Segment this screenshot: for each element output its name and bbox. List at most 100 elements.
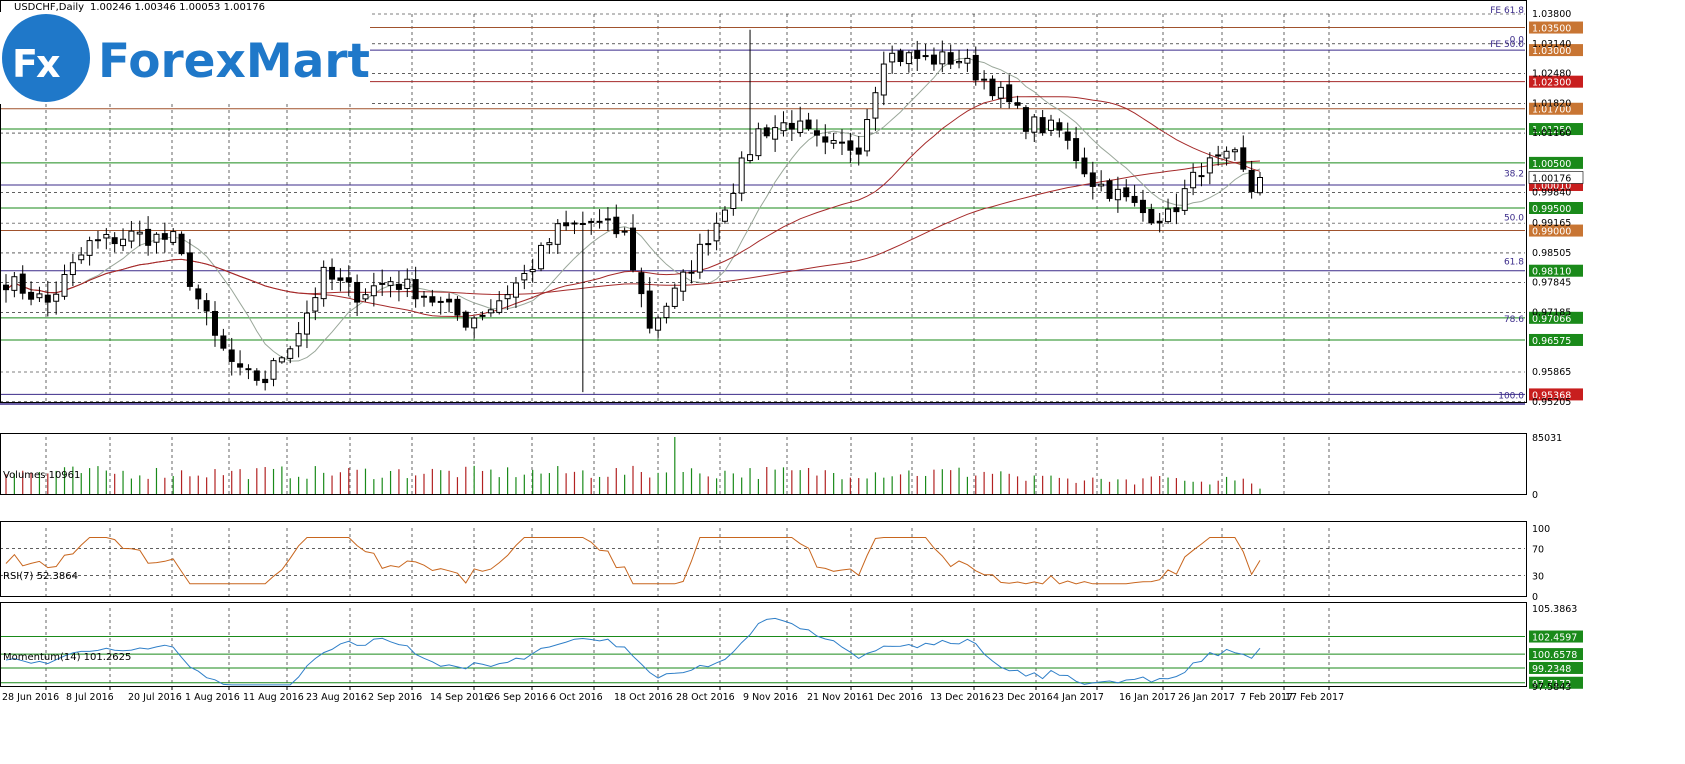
panel-frame — [0, 433, 1527, 495]
momentum-tick-label: 97.5843 — [1532, 682, 1571, 693]
candle-body — [170, 231, 177, 243]
candle-body — [3, 284, 9, 291]
candle-body — [680, 271, 687, 292]
momentum-level-badge — [1529, 648, 1583, 661]
candle-body — [479, 314, 486, 317]
candle-body — [504, 294, 511, 300]
price-level-badge — [1529, 75, 1583, 88]
panel-frame — [0, 521, 1527, 597]
candle-body — [270, 360, 277, 380]
price-level-badge — [1529, 102, 1583, 115]
candle-body — [630, 227, 636, 271]
candle-body — [1173, 207, 1180, 213]
candle-body — [471, 317, 478, 329]
candle-body — [404, 278, 411, 289]
price-level-text: 0.99000 — [1532, 227, 1571, 238]
candle-body — [111, 237, 118, 245]
momentum-level-text: 99.2348 — [1532, 664, 1571, 675]
date-label: 23 Dec 2016 — [992, 692, 1053, 703]
candle-body — [19, 273, 26, 294]
volume-tick-label: 85031 — [1532, 433, 1562, 444]
price-tick-label: 0.95865 — [1532, 367, 1571, 378]
candle-body — [705, 243, 712, 246]
candle-body — [11, 276, 18, 291]
momentum-level-text: 100.6578 — [1532, 650, 1577, 661]
candle-body — [905, 52, 912, 65]
candle-body — [571, 222, 578, 225]
candle-body — [696, 243, 703, 273]
candle-body — [212, 310, 218, 336]
volume-tick-label: 0 — [1532, 490, 1538, 501]
candle-body — [1156, 220, 1163, 224]
candle-body — [28, 291, 35, 300]
candle-body — [847, 140, 854, 151]
rsi-tick-label: 0 — [1532, 592, 1538, 603]
candle-body — [646, 290, 653, 329]
price-level-text: 0.97066 — [1532, 314, 1571, 325]
logo-fx-text: Fx — [12, 42, 60, 86]
price-level-text: 1.00500 — [1532, 159, 1571, 170]
date-label: 23 Aug 2016 — [306, 692, 367, 703]
date-label: 28 Jun 2016 — [2, 692, 59, 703]
candle-body — [446, 298, 453, 303]
price-tick-label: 1.02480 — [1532, 69, 1571, 80]
candle-body — [805, 119, 812, 130]
candle-body — [1073, 138, 1080, 162]
rsi-tick-label: 100 — [1532, 524, 1550, 535]
panel-frames — [0, 0, 1527, 687]
candle-body — [145, 228, 152, 246]
rsi-line — [5, 537, 1261, 585]
candle-body — [864, 119, 871, 152]
price-level-text: 1.00010 — [1532, 181, 1571, 192]
candle-body — [1215, 154, 1222, 157]
candle-body — [855, 147, 862, 155]
candle-body — [772, 127, 779, 140]
panel-frame — [0, 0, 1527, 403]
candle-body — [939, 51, 946, 65]
candle-body — [713, 222, 720, 242]
candle-body — [563, 222, 570, 227]
candle-body — [747, 154, 754, 162]
candle-body — [128, 230, 135, 242]
candle-body — [1056, 122, 1063, 131]
price-tick-label: 0.99840 — [1532, 188, 1571, 199]
candle-body — [245, 368, 252, 371]
candle-body — [421, 295, 427, 298]
candle-body — [989, 78, 996, 97]
candle-body — [1206, 157, 1213, 174]
candle-body — [621, 230, 628, 233]
fibo-label: 0.0 — [1510, 35, 1525, 45]
candle-body — [228, 349, 235, 362]
candle-body — [287, 348, 294, 359]
momentum-indicator — [0, 617, 1525, 686]
price-tick-label: 0.95205 — [1532, 397, 1571, 408]
price-level-badge — [1529, 333, 1583, 346]
candle-body — [237, 363, 244, 368]
candle-body — [613, 216, 620, 235]
candle-body — [1257, 177, 1263, 194]
candle-body — [295, 333, 302, 347]
forexmart-logo: Fx ForexMart — [0, 12, 370, 104]
price-level-badge — [1529, 44, 1583, 57]
fibo-label: FE 50.0 — [1490, 40, 1524, 50]
candle-body — [822, 136, 829, 143]
momentum-level-text: 102.4597 — [1532, 633, 1577, 644]
candle-body — [538, 244, 545, 270]
candle-body — [1231, 149, 1238, 153]
date-label: 14 Sep 2016 — [430, 692, 490, 703]
candle-body — [1048, 119, 1054, 131]
candle-body — [78, 254, 85, 261]
date-label: 8 Jul 2016 — [66, 692, 114, 703]
candle-body — [1223, 150, 1230, 159]
candle-body — [1014, 102, 1021, 106]
price-level-badge — [1529, 202, 1583, 214]
candle-body — [780, 122, 787, 132]
fibo-label: 78.6 — [1504, 315, 1524, 325]
date-label: 21 Nov 2016 — [807, 692, 868, 703]
candle-body — [1098, 183, 1105, 187]
date-label: 11 Aug 2016 — [243, 692, 304, 703]
candle-body — [1089, 172, 1096, 187]
candlesticks — [3, 29, 1263, 393]
candle-body — [554, 223, 561, 245]
price-tick-label: 0.98505 — [1532, 248, 1571, 259]
